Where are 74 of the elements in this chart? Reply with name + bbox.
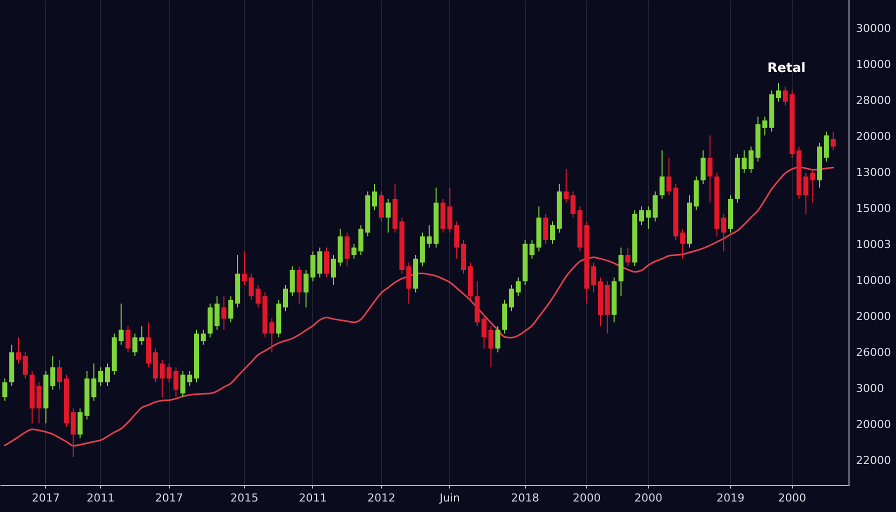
text: 20000: [856, 310, 891, 323]
candlestick: [214, 296, 220, 330]
candlestick: [324, 247, 330, 278]
text: 10000: [856, 58, 891, 71]
candlestick: [550, 220, 556, 244]
x-tick-label: 2017: [155, 492, 184, 504]
candlestick: [824, 131, 829, 162]
candlestick: [748, 146, 754, 174]
candlestick: [372, 183, 378, 211]
candlestick: [776, 82, 781, 102]
candlestick: [22, 352, 28, 379]
x-tick-label: 2019: [716, 492, 745, 504]
x-tick-label: 2012: [367, 492, 396, 504]
candlestick: [242, 250, 247, 286]
candlestick: [625, 247, 630, 267]
candlestick: [173, 366, 178, 398]
x-tick-label: 2018: [511, 492, 540, 504]
candlestick: [639, 206, 644, 226]
candlestick: [660, 150, 665, 200]
candlestick: [666, 157, 672, 196]
candlestick: [564, 168, 569, 204]
candlestick: [16, 336, 21, 364]
x-tick-label: 2000: [778, 492, 806, 504]
candlestick: [104, 363, 110, 386]
text: 10003: [856, 238, 891, 251]
candlestick: [488, 326, 494, 368]
x-tick-label: 2011: [86, 492, 115, 504]
candlestick: [830, 131, 836, 151]
candlestick: [126, 326, 131, 353]
text: 3000: [856, 382, 884, 395]
text: 10000: [856, 274, 891, 287]
x-tick-label: 2011: [298, 492, 327, 504]
x-tick-label: 2017: [32, 492, 60, 504]
x-tick-label: Juin: [438, 492, 460, 504]
candlestick: [200, 329, 206, 346]
text: Retal: [767, 61, 806, 76]
text: 22000: [856, 454, 891, 467]
candlestick: [221, 296, 226, 330]
text: 13000: [856, 166, 891, 179]
candlestick: [2, 378, 8, 402]
candlestick: [495, 326, 500, 353]
candlestick: [351, 243, 356, 260]
candlestick: [378, 190, 384, 222]
candlestick: [57, 359, 62, 390]
candlestick: [529, 240, 534, 260]
candlestick: [386, 198, 391, 234]
text: 30000: [856, 22, 891, 35]
candlestick: [283, 284, 288, 312]
x-tick-label: 2015: [230, 492, 258, 504]
candlestick: [290, 266, 295, 297]
candlestick: [269, 318, 274, 353]
candlestick: [508, 284, 514, 312]
candlestick: [516, 276, 521, 297]
candlestick: [304, 270, 309, 308]
text: 20000: [856, 418, 891, 431]
candlestick: [708, 134, 713, 204]
candlestick: [78, 408, 83, 439]
candlestick: [482, 314, 487, 350]
candlestick: [70, 408, 76, 458]
candlestick: [543, 213, 548, 244]
x-tick-label: 2000: [572, 492, 601, 504]
candlestick: [36, 382, 42, 424]
candlestick: [228, 296, 234, 323]
candlestick: [296, 266, 302, 304]
candlestick: [330, 254, 336, 286]
candlestick: [406, 262, 412, 304]
candlestick: [700, 150, 706, 184]
text: 26000: [856, 346, 891, 359]
text: 15000: [856, 202, 891, 215]
x-tick-label: 2000: [634, 492, 662, 504]
text: 20000: [856, 130, 891, 143]
candlestick: [570, 190, 576, 218]
candlestick: [344, 232, 350, 267]
text: 28000: [856, 94, 891, 107]
